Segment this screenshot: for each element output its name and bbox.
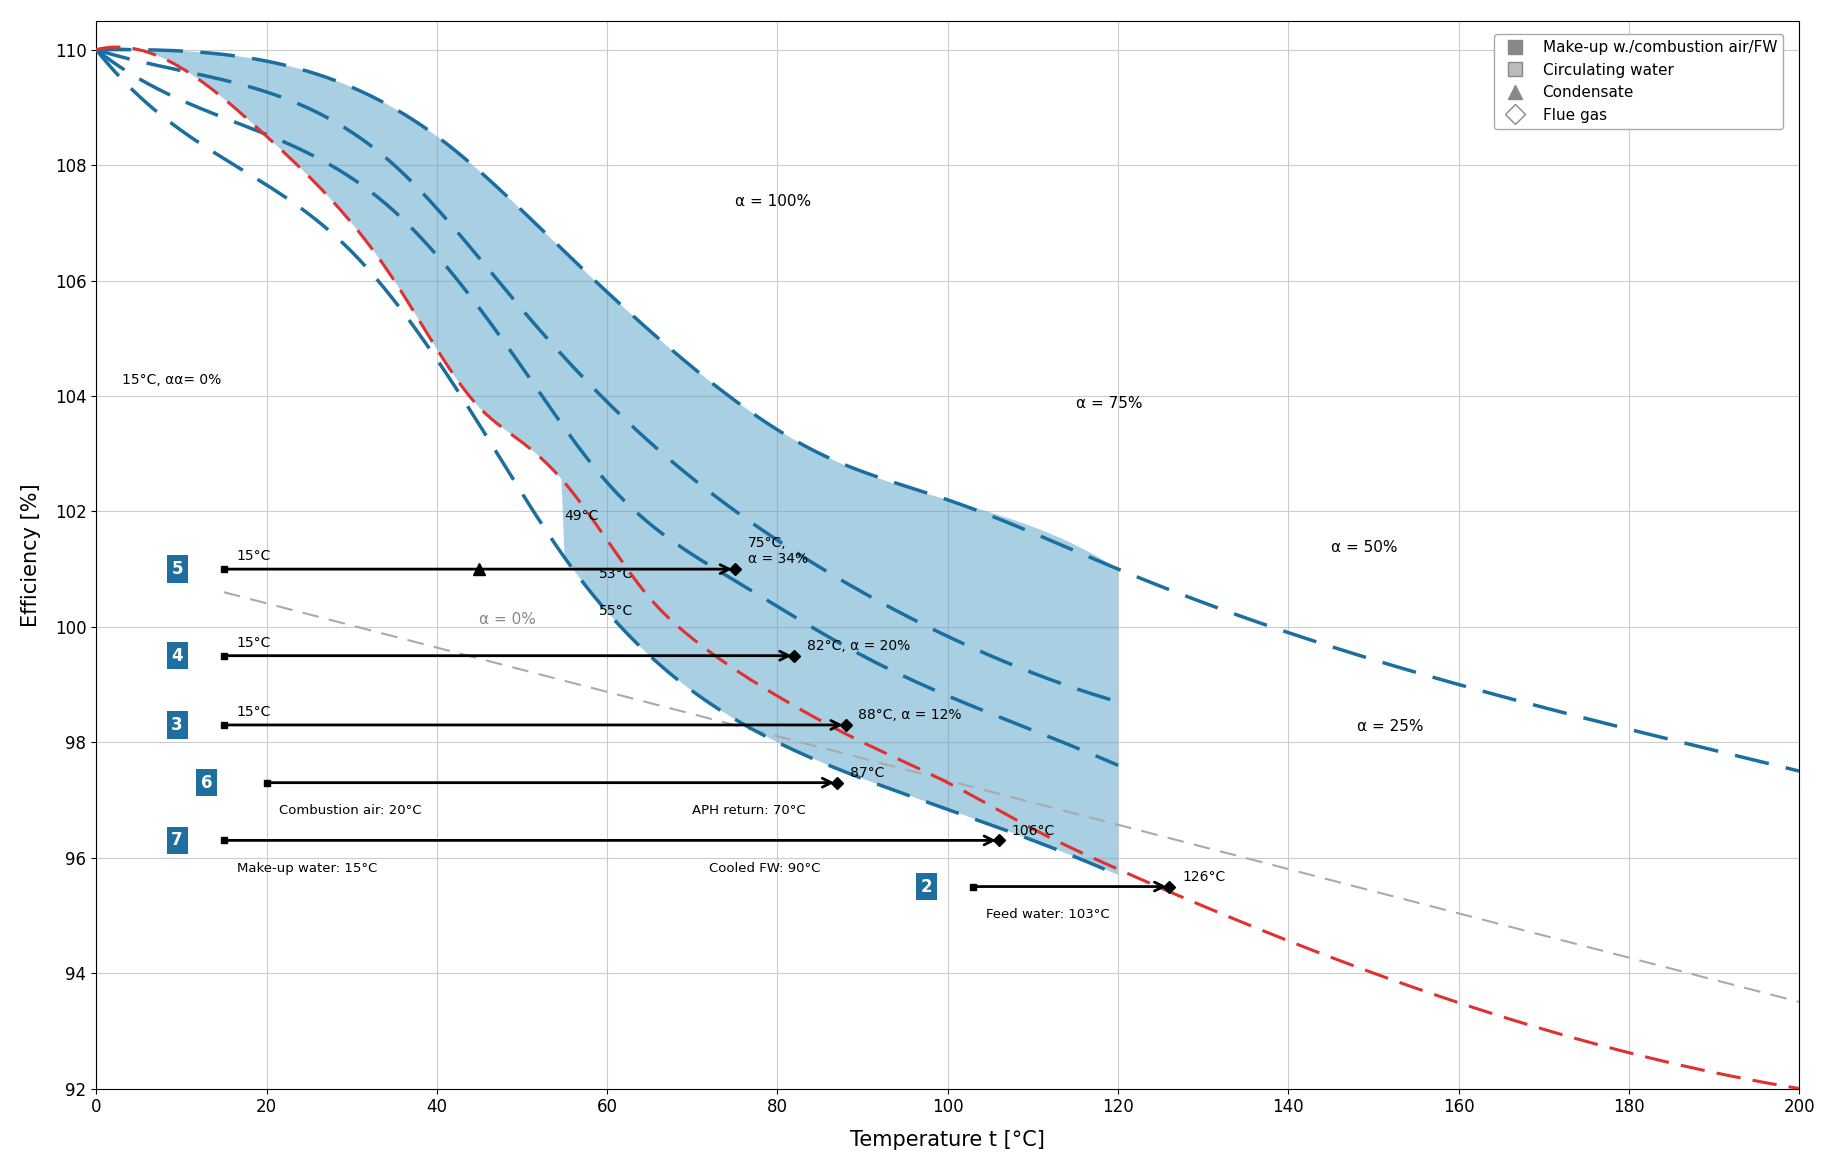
Text: α = 75%: α = 75% (1076, 396, 1142, 411)
Text: 55°C: 55°C (599, 604, 633, 618)
Text: α = 0%: α = 0% (479, 612, 536, 626)
Text: 6: 6 (202, 774, 213, 792)
Text: Feed water: 103°C: Feed water: 103°C (986, 909, 1109, 922)
Text: α = 50%: α = 50% (1331, 540, 1397, 555)
Text: 7: 7 (171, 831, 184, 849)
Text: 88°C, α = 12%: 88°C, α = 12% (859, 708, 962, 723)
Legend: Make-up w./combustion air/FW, Circulating water, Condensate, Flue gas: Make-up w./combustion air/FW, Circulatin… (1495, 34, 1783, 129)
Text: Make-up water: 15°C: Make-up water: 15°C (237, 862, 376, 875)
Text: 49°C: 49°C (564, 509, 599, 523)
Text: 106°C: 106°C (1012, 823, 1056, 837)
Text: 4: 4 (171, 646, 184, 665)
Text: 15°C, αα= 0%: 15°C, αα= 0% (121, 374, 220, 388)
Text: 15°C: 15°C (237, 549, 272, 563)
Text: 15°C: 15°C (237, 705, 272, 719)
Text: 3: 3 (171, 715, 184, 734)
Y-axis label: Efficiency [%]: Efficiency [%] (20, 482, 40, 626)
Text: 15°C: 15°C (237, 636, 272, 650)
Text: 126°C: 126°C (1182, 870, 1225, 884)
Text: Combustion air: 20°C: Combustion air: 20°C (279, 804, 422, 817)
Text: APH return: 70°C: APH return: 70°C (692, 804, 806, 817)
Text: α = 25%: α = 25% (1357, 719, 1423, 734)
Text: 53°C: 53°C (599, 567, 633, 581)
Text: Cooled FW: 90°C: Cooled FW: 90°C (709, 862, 821, 875)
Text: 75°C,
α = 34%: 75°C, α = 34% (747, 536, 808, 567)
Text: 5: 5 (171, 560, 184, 578)
X-axis label: Temperature t [°C]: Temperature t [°C] (850, 1130, 1045, 1150)
Text: 82°C, α = 20%: 82°C, α = 20% (808, 639, 911, 653)
Text: 2: 2 (920, 877, 933, 896)
Polygon shape (95, 47, 1118, 875)
Text: 87°C: 87°C (850, 766, 885, 780)
Text: α = 100%: α = 100% (734, 193, 812, 208)
